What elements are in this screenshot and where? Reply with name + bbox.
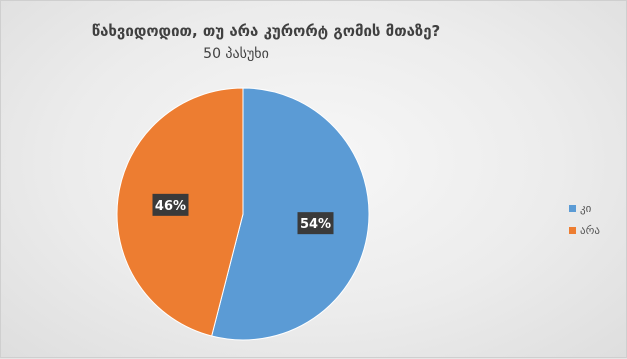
- chart-subtitle: 50 პასუხი: [203, 46, 269, 62]
- data-label-bg-yes: [297, 212, 334, 235]
- legend-item-no: არა: [569, 219, 621, 241]
- legend-swatch-no: [569, 226, 576, 234]
- legend-label-no: არა: [580, 223, 600, 237]
- data-label-bg-no: [152, 193, 189, 216]
- pie-slice-yes: [211, 87, 370, 341]
- data-label-text-yes: 54%: [300, 217, 331, 232]
- legend: კი არა: [569, 197, 621, 241]
- legend-item-yes: კი: [569, 197, 621, 219]
- data-label-no: 46%: [152, 193, 189, 216]
- legend-label-yes: კი: [580, 201, 592, 215]
- data-label-text-no: 46%: [155, 199, 186, 214]
- data-label-yes: 54%: [297, 212, 334, 235]
- legend-swatch-yes: [569, 204, 576, 212]
- chart-title: წახვიდოდით, თუ არა კურორტ გომის მთაზე?: [91, 22, 441, 40]
